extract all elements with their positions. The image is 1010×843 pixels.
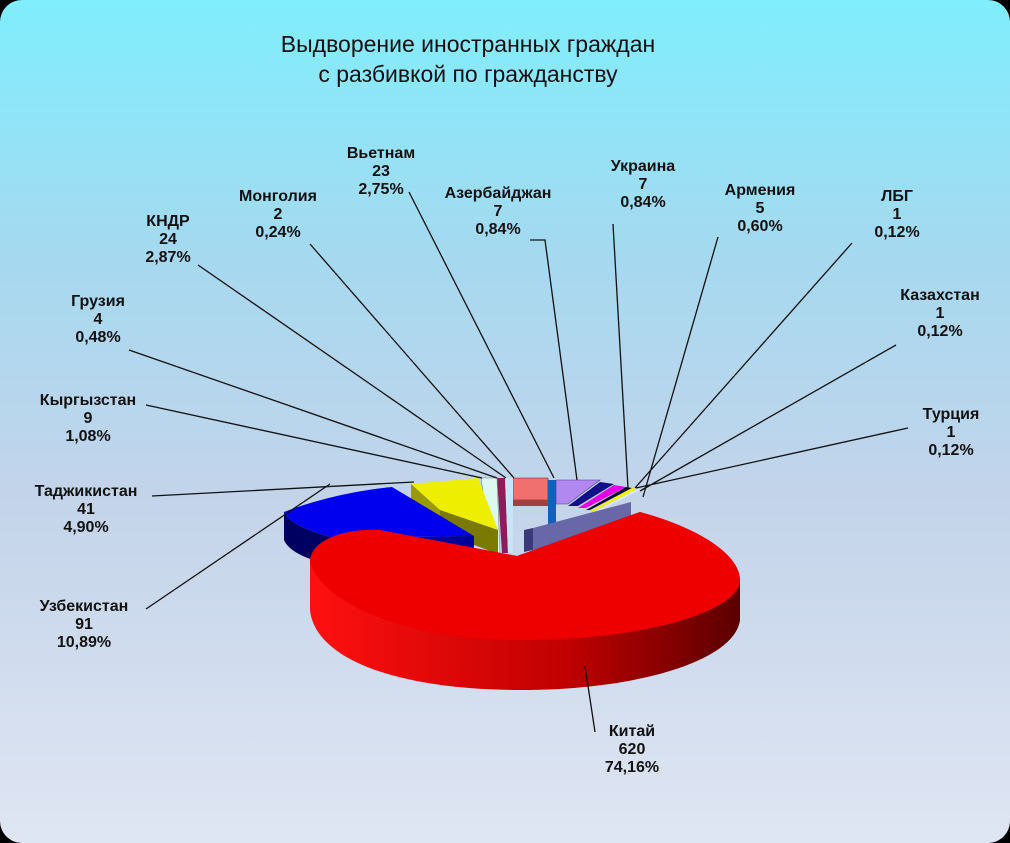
pie-slice-mongolia	[505, 478, 513, 553]
pie-slice-azerbaijan	[555, 479, 601, 505]
pie-slice-kndr	[512, 477, 549, 501]
pie-slice-turkey	[594, 489, 640, 512]
data-label-5: Украина 7 0,84%	[611, 158, 676, 211]
data-label-3: ЛБГ 1 0,12%	[874, 188, 919, 241]
data-label-7: Вьетнам 23 2,75%	[347, 145, 415, 198]
data-label-11: Кыргызстан 9 1,08%	[40, 392, 136, 445]
data-label-4: Армения 5 0,60%	[725, 182, 796, 235]
data-label-2: Казахстан 1 0,12%	[900, 287, 980, 340]
data-label-13: Узбекистан 91 10,89%	[40, 598, 129, 651]
pie-slice-lbg	[586, 487, 632, 510]
data-label-1: Турция 1 0,12%	[923, 406, 980, 459]
leader-lines	[128, 191, 909, 733]
pie-slice-group-back	[512, 477, 640, 552]
data-label-0: Китай 620 74,16%	[605, 723, 659, 776]
chart-title-line-2: с разбивкой по гражданству	[318, 61, 618, 87]
pie-slice-kazakhstan	[590, 488, 637, 511]
pie-slice-armenia	[578, 485, 626, 508]
chart-title-line-1: Выдворение иностранных граждан	[281, 31, 655, 57]
data-label-9: КНДР 24 2,87%	[145, 213, 190, 266]
pie-slice-ukraine	[568, 482, 614, 506]
data-label-12: Таджикистан 41 4,90%	[35, 483, 138, 536]
data-label-6: Азербайджан 7 0,84%	[445, 185, 552, 238]
pie-slice-china	[310, 512, 740, 690]
data-label-8: Монголия 2 0,24%	[239, 188, 317, 241]
data-label-10: Грузия 4 0,48%	[71, 293, 125, 346]
pie-slice-georgia	[497, 478, 508, 553]
